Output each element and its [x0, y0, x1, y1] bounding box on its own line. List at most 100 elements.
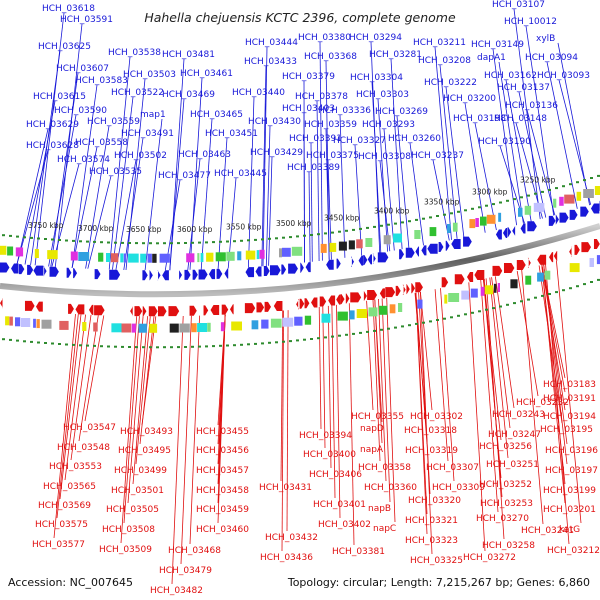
gene-label[interactable]: HCH_03232 [516, 398, 569, 408]
gene-label[interactable]: HCH_03194 [543, 412, 596, 422]
gene-label[interactable]: HCH_03198 [453, 114, 506, 124]
gene-label[interactable]: HCH_03618 [42, 4, 95, 14]
gene-label[interactable]: HCH_03378 [295, 92, 348, 102]
gene-label[interactable]: HCH_03400 [303, 450, 356, 460]
gene-label[interactable]: HCH_03468 [168, 546, 221, 556]
gene-label[interactable]: xylB [536, 34, 555, 44]
gene-label[interactable]: HCH_03243 [492, 410, 545, 420]
gene-label[interactable]: HCH_03269 [375, 107, 428, 117]
gene-label[interactable]: HCH_03548 [57, 443, 110, 453]
gene-label[interactable]: HCH_03191 [543, 394, 596, 404]
gene-label[interactable]: HCH_03459 [196, 505, 249, 515]
gene-label[interactable]: HCH_03491 [121, 129, 174, 139]
gene-label[interactable]: HCH_03469 [162, 90, 215, 100]
gene-label[interactable]: HCH_03195 [540, 425, 593, 435]
gene-label[interactable]: HCH_03629 [26, 120, 79, 130]
gene-label[interactable]: HCH_03455 [196, 427, 249, 437]
gene-label[interactable]: HCH_03569 [38, 501, 91, 511]
gene-label[interactable]: HCH_03093 [537, 71, 590, 81]
gene-label[interactable]: HCH_03575 [35, 520, 88, 530]
gene-label[interactable]: HCH_03431 [259, 483, 312, 493]
gene-label[interactable]: HCH_03281 [369, 50, 422, 60]
gene-label[interactable]: HCH_03479 [159, 566, 212, 576]
gene-label[interactable]: HCH_03607 [56, 64, 109, 74]
gene-label[interactable]: HCH_03553 [49, 462, 102, 472]
gene-label[interactable]: HCH_03309 [432, 483, 485, 493]
gene-label[interactable]: HCH_03251 [486, 460, 539, 470]
gene-label[interactable]: HCH_03558 [75, 138, 128, 148]
gene-label[interactable]: HCH_03162 [484, 71, 537, 81]
gene-label[interactable]: HCH_03183 [543, 380, 596, 390]
gene-label[interactable]: HCH_03503 [123, 70, 176, 80]
gene-label[interactable]: HCH_03094 [525, 53, 578, 63]
gene-label[interactable]: HCH_03149 [471, 40, 524, 50]
gene-label[interactable]: HCH_03336 [318, 106, 371, 116]
gene-label[interactable]: HCH_03327 [333, 136, 386, 146]
gene-label[interactable]: HCH_03197 [545, 466, 598, 476]
gene-label[interactable]: HCH_03444 [245, 38, 298, 48]
gene-label[interactable]: HCH_03107 [492, 0, 545, 10]
gene-label[interactable]: HCH_03574 [57, 155, 110, 165]
gene-label[interactable]: HCH_03508 [102, 525, 155, 535]
gene-label[interactable]: HCH_03502 [114, 151, 167, 161]
gene-label[interactable]: HCH_03456 [196, 446, 249, 456]
gene-label[interactable]: HCH_03499 [114, 466, 167, 476]
gene-label[interactable]: HCH_03457 [196, 466, 249, 476]
gene-label[interactable]: HCH_03433 [244, 57, 297, 67]
gene-label[interactable]: HCH_03463 [178, 150, 231, 160]
gene-label[interactable]: HCH_03493 [120, 427, 173, 437]
gene-label[interactable]: HCH_03440 [232, 88, 285, 98]
gene-label[interactable]: napB [368, 504, 391, 514]
gene-label[interactable]: HCH_03319 [405, 446, 458, 456]
gene-label[interactable]: HCH_03628 [26, 141, 79, 151]
gene-label[interactable]: HCH_03253 [480, 499, 533, 509]
gene-label[interactable]: HCH_03252 [479, 480, 532, 490]
gene-label[interactable]: HCH_03445 [214, 169, 267, 179]
gene-label[interactable]: HCH_03321 [405, 516, 458, 526]
gene-label[interactable]: HCH_03323 [405, 536, 458, 546]
gene-label[interactable]: HCH_03355 [351, 412, 404, 422]
gene-label[interactable]: HCH_03509 [99, 545, 152, 555]
gene-label[interactable]: HCH_03320 [408, 496, 461, 506]
gene-label[interactable]: HCH_03294 [349, 33, 402, 43]
gene-label[interactable]: HCH_03241 [521, 526, 574, 536]
gene-label[interactable]: HCH_03247 [488, 430, 541, 440]
gene-label[interactable]: HCH_03318 [404, 426, 457, 436]
gene-label[interactable]: HCH_03308 [358, 152, 411, 162]
gene-label[interactable]: HCH_03201 [543, 505, 596, 515]
gene-label[interactable]: HCH_10012 [504, 17, 557, 27]
gene-label[interactable]: HCH_03538 [108, 48, 161, 58]
gene-label[interactable]: HCH_03137 [497, 83, 550, 93]
gene-label[interactable]: HCH_03307 [426, 463, 479, 473]
gene-label[interactable]: HCH_03368 [304, 52, 357, 62]
gene-label[interactable]: HCH_03212 [547, 546, 600, 556]
gene-label[interactable]: HCH_03461 [180, 69, 233, 79]
gene-label[interactable]: HCH_03359 [304, 120, 357, 130]
gene-label[interactable]: HCH_03237 [411, 151, 464, 161]
gene-label[interactable]: HCH_03303 [356, 90, 409, 100]
gene-label[interactable]: HCH_03200 [443, 94, 496, 104]
gene-label[interactable]: HCH_03591 [60, 15, 113, 25]
gene-label[interactable]: HCH_03222 [424, 78, 477, 88]
gene-label[interactable]: HCH_03260 [388, 134, 441, 144]
gene-label[interactable]: HCH_03615 [33, 92, 86, 102]
gene-label[interactable]: HCH_03208 [418, 56, 471, 66]
gene-label[interactable]: HCH_03501 [111, 486, 164, 496]
gene-label[interactable]: HCH_03394 [299, 431, 352, 441]
gene-label[interactable]: HCH_03403 [282, 104, 335, 114]
gene-label[interactable]: HCH_03391 [289, 134, 342, 144]
gene-label[interactable]: HCH_03148 [494, 114, 547, 124]
gene-label[interactable]: HCH_03430 [248, 117, 301, 127]
gene-label[interactable]: HCH_03211 [413, 38, 466, 48]
gene-label[interactable]: HCH_03136 [505, 101, 558, 111]
gene-label[interactable]: HCH_03406 [309, 470, 362, 480]
gene-label[interactable]: HCH_03535 [89, 167, 142, 177]
gene-label[interactable]: HCH_03379 [282, 72, 335, 82]
gene-label[interactable]: HCH_03302 [410, 412, 463, 422]
gene-label[interactable]: HCH_03270 [476, 514, 529, 524]
gene-label[interactable]: napC [373, 524, 396, 534]
gene-label[interactable]: HCH_03577 [32, 540, 85, 550]
gene-label[interactable]: HCH_03304 [350, 73, 403, 83]
gene-label[interactable]: HCH_03196 [545, 446, 598, 456]
gene-label[interactable]: HCH_03190 [478, 137, 531, 147]
